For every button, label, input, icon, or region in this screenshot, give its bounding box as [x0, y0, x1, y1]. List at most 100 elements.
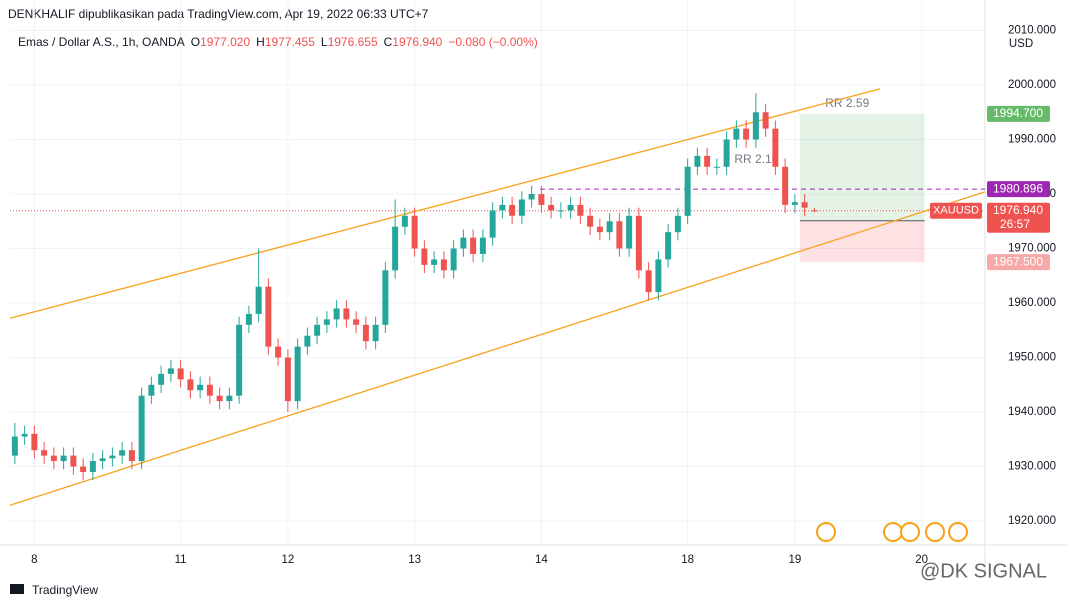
watermark: @DK SIGNAL [920, 560, 1047, 582]
event-icon [816, 522, 836, 542]
candle-body [548, 204, 555, 211]
header: DENKHALIF dipublikasikan pada TradingVie… [8, 7, 429, 21]
candle-body [733, 128, 740, 140]
candle-body [518, 199, 525, 216]
legend-value: 1976.655 [328, 35, 378, 49]
candle-body [470, 237, 477, 254]
candle-body [811, 210, 818, 212]
candle-body [694, 155, 701, 167]
y-tick-label: 1940.000 [1008, 406, 1056, 418]
candle-body [60, 455, 67, 462]
candle-body [226, 395, 233, 402]
candle-body [772, 128, 779, 167]
symbol-title: Emas / Dollar A.S., 1h, OANDA [18, 35, 185, 49]
candle-body [41, 450, 48, 456]
candle-body [606, 221, 613, 233]
x-tick-label: 12 [281, 554, 294, 566]
candle-body [538, 194, 545, 205]
x-tick-label: 13 [408, 554, 421, 566]
candle-body [128, 450, 135, 462]
candle-body [801, 202, 808, 208]
channel-lower [9, 191, 986, 506]
price-tag-label: 1994.700 [993, 106, 1043, 120]
candle-body [479, 237, 486, 254]
loss-zone [799, 220, 925, 263]
event-icon [948, 522, 968, 542]
candle-body [499, 204, 506, 211]
candle-body [450, 248, 457, 271]
x-tick-label: 14 [535, 554, 548, 566]
candle-body [197, 384, 204, 391]
candle-body [684, 166, 691, 216]
candle-body [791, 202, 798, 205]
candle-body [372, 324, 379, 342]
candle-body [343, 308, 350, 320]
candle-body [206, 384, 213, 396]
candle-body [109, 455, 116, 459]
candle-body [440, 259, 447, 271]
y-tick-label: 1930.000 [1008, 461, 1056, 473]
channel-upper [9, 88, 881, 319]
candle-body [21, 433, 28, 437]
candle-body [236, 324, 243, 396]
candle-body [158, 373, 165, 385]
brand: TradingView [32, 583, 98, 597]
candle-body [674, 215, 681, 233]
legend-value: 1977.455 [265, 35, 315, 49]
candle-body [187, 379, 194, 391]
x-tick-label: 8 [31, 554, 37, 566]
legend-key: C [384, 35, 393, 49]
candle-body [704, 155, 711, 167]
candle-body [460, 237, 467, 249]
candle-body [577, 204, 584, 216]
candle-body [11, 436, 18, 456]
candle-body [401, 215, 408, 227]
brand-logo [10, 584, 24, 594]
candle-body [304, 335, 311, 347]
candle-body [489, 210, 496, 238]
legend-key: O [191, 35, 200, 49]
candle-body [265, 286, 272, 347]
price-tag-label: 1980.896 [993, 181, 1043, 195]
candle-body [89, 461, 96, 472]
candle-body [333, 308, 340, 320]
price-tag [987, 105, 1050, 122]
x-tick-label: 11 [175, 554, 187, 566]
candle-body [314, 324, 321, 336]
y-tick-label: 1950.000 [1008, 352, 1056, 364]
legend-key: L [321, 35, 328, 49]
candle-body [353, 319, 360, 325]
candle-body [723, 139, 730, 167]
price-tag [987, 202, 1050, 233]
price-tag-label: 1967.500 [993, 254, 1043, 268]
y-tick-label: 1920.000 [1008, 515, 1056, 527]
event-icon [925, 522, 945, 542]
candle-body [177, 368, 184, 380]
candle-body [50, 455, 57, 462]
candle-body [635, 215, 642, 271]
candle-body [167, 368, 174, 374]
candle-body [382, 270, 389, 325]
candle-body [119, 450, 126, 456]
candle-body [665, 232, 672, 260]
candle-body [99, 458, 106, 462]
legend-key: H [256, 35, 265, 49]
y-tick-label: 2000.000 [1008, 79, 1056, 91]
candle-body [587, 215, 594, 227]
currency: USD [1009, 38, 1033, 50]
candle-body [567, 204, 574, 211]
candle-body [323, 319, 330, 325]
legend-value: 1976.940 [392, 35, 442, 49]
candle-body [421, 248, 428, 265]
symbol-tag [930, 202, 982, 219]
rr-label: RR 2.59 [825, 96, 869, 110]
candle-body [80, 466, 87, 472]
x-tick-label: 18 [681, 554, 694, 566]
candle-body [138, 395, 145, 462]
countdown: 26:57 [1000, 217, 1030, 231]
candle-body [31, 433, 38, 451]
event-icon [900, 522, 920, 542]
candle-body [596, 226, 603, 233]
candle-body [616, 221, 623, 249]
